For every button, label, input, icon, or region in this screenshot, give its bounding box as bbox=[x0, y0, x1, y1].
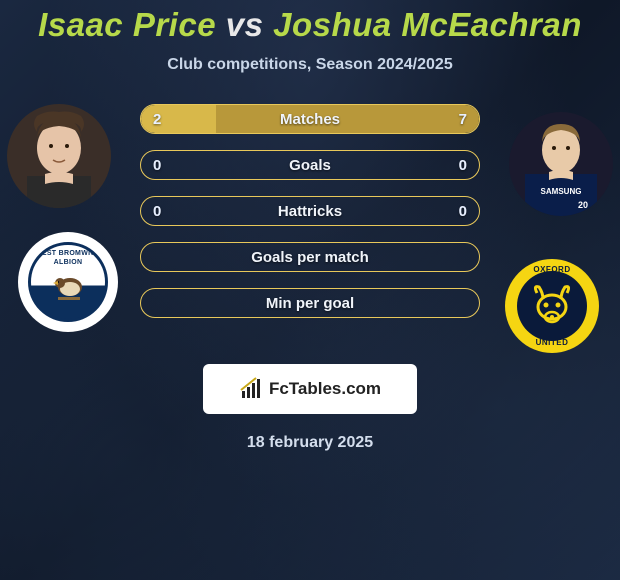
branding-suffix: .com bbox=[341, 379, 381, 398]
club2-name-bottom: UNITED bbox=[505, 338, 599, 347]
title-player2: Joshua McEachran bbox=[273, 6, 582, 43]
stat-row-min-per-goal: Min per goal bbox=[140, 288, 480, 318]
stat-row-hattricks: 00Hattricks bbox=[140, 196, 480, 226]
stat-label: Hattricks bbox=[141, 203, 479, 220]
club2-badge: OXFORD UNITED bbox=[505, 259, 599, 353]
stat-label: Matches bbox=[141, 111, 479, 128]
stat-bars: 27Matches 00Goals 00Hattricks Goals per mat… bbox=[140, 104, 480, 334]
club1-name-bottom: ALBION bbox=[31, 259, 105, 266]
chart-icon bbox=[239, 377, 263, 401]
stat-row-goals-per-match: Goals per match bbox=[140, 242, 480, 272]
player2-avatar: SAMSUNG 20 bbox=[509, 112, 613, 216]
club2-inner bbox=[517, 271, 587, 341]
player1-avatar bbox=[7, 104, 111, 208]
stat-row-goals: 00Goals bbox=[140, 150, 480, 180]
branding-main: Tables bbox=[289, 379, 342, 398]
stat-label: Min per goal bbox=[141, 295, 479, 312]
comparison-area: SAMSUNG 20 WEST BROMWICH ALBION bbox=[0, 104, 620, 364]
branding-badge: FcTables.com bbox=[203, 364, 417, 414]
player2-portrait: SAMSUNG 20 bbox=[509, 112, 613, 216]
title-player1: Isaac Price bbox=[38, 6, 216, 43]
stat-row-matches: 27Matches bbox=[140, 104, 480, 134]
club1-badge: WEST BROMWICH ALBION bbox=[28, 242, 108, 322]
date-text: 18 february 2025 bbox=[0, 434, 620, 452]
club2-name-top: OXFORD bbox=[505, 265, 599, 274]
svg-text:SAMSUNG: SAMSUNG bbox=[541, 187, 582, 196]
player1-portrait bbox=[7, 104, 111, 208]
content-root: Isaac Price vs Joshua McEachran Club com… bbox=[0, 0, 620, 580]
stat-label: Goals bbox=[141, 157, 479, 174]
club1-logo: WEST BROMWICH ALBION bbox=[18, 232, 118, 332]
subtitle: Club competitions, Season 2024/2025 bbox=[0, 56, 620, 74]
branding-text: FcTables.com bbox=[269, 379, 381, 399]
svg-text:20: 20 bbox=[578, 200, 588, 210]
stat-label: Goals per match bbox=[141, 249, 479, 266]
title-vs: vs bbox=[226, 6, 264, 43]
ox-icon bbox=[525, 279, 579, 333]
club1-name-top: WEST BROMWICH bbox=[31, 250, 105, 257]
throstle-icon bbox=[48, 271, 88, 301]
club2-logo: OXFORD UNITED bbox=[502, 256, 602, 356]
page-title: Isaac Price vs Joshua McEachran bbox=[0, 6, 620, 44]
branding-prefix: Fc bbox=[269, 379, 289, 398]
